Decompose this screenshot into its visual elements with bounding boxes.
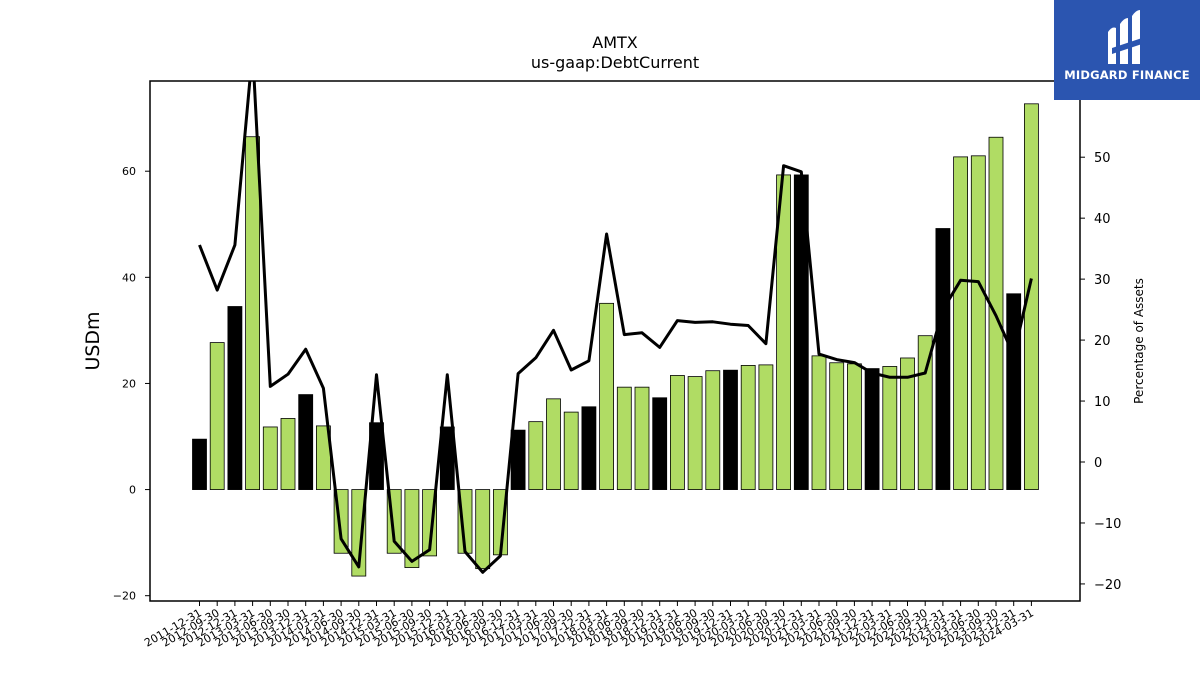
bar-2024-03-31 [1024,103,1039,490]
y2-tick-label: −20 [1094,578,1121,593]
logo-icon [1108,10,1142,64]
bar-2015-06-30 [404,489,420,568]
bar-2019-06-30 [687,376,703,490]
bar-2023-03-31 [953,156,968,490]
bar-group [192,103,1039,577]
y-axis-label: USDm [82,311,104,370]
bar-2021-09-30 [847,363,862,490]
bar-2013-03-31 [245,136,261,490]
bar-2019-12-31 [723,369,738,490]
bar-2019-03-31 [670,375,685,490]
y2-axis-label: Percentage of Assets [1132,278,1146,404]
y-tick-label: 40 [122,271,136,284]
bar-2023-12-31 [1006,293,1022,490]
y2-tick-label: 30 [1094,273,1111,288]
chart-subtitle: us-gaap:DebtCurrent [531,53,699,72]
y2-tick-label: 50 [1094,151,1111,166]
bar-2020-03-31 [740,365,756,490]
y-axis-left: −20 0 20 40 60 [113,165,150,603]
bar-2017-12-31 [581,406,597,490]
bar-2018-03-31 [599,302,614,490]
y2-tick-label: 10 [1094,395,1111,410]
y-tick-label: 60 [122,165,136,178]
line-group [198,81,1033,574]
bar-2022-06-30 [900,357,915,490]
y-tick-label: 0 [129,484,136,497]
y2-tick-label: −10 [1094,517,1121,532]
x-axis: 2011-12-312012-09-302012-12-312013-03-31… [142,601,1036,650]
bar-2012-09-30 [209,342,225,490]
bar-2021-06-30 [829,362,845,490]
bar-2022-12-31 [935,228,951,490]
bar-2021-12-31 [864,368,880,490]
bar-2018-06-30 [616,386,632,490]
bar-2012-12-31 [227,306,243,490]
y2-tick-label: 0 [1094,456,1102,471]
y-tick-label: −20 [113,590,136,603]
y-tick-label: 20 [122,377,136,390]
bar-2018-09-30 [634,386,650,490]
bar-2017-03-31 [528,421,544,490]
y2-tick-label: 40 [1094,212,1111,227]
y-axis-right: −20 −10 0 10 20 30 40 50 [1080,151,1121,593]
bar-2014-09-30 [351,489,367,577]
y2-tick-label: 20 [1094,334,1111,349]
bar-2017-06-30 [546,398,561,490]
bar-2017-09-30 [563,411,579,490]
bar-2013-06-30 [262,426,278,490]
brand-logo: MIDGARD FINANCE [1054,0,1200,100]
bar-2013-09-30 [280,418,296,490]
bar-2011-12-31 [192,438,207,490]
chart-title: AMTX [592,33,638,52]
bar-2016-06-30 [475,489,491,570]
percentage-line [198,81,1033,574]
bar-2018-12-31 [652,397,668,490]
bar-2019-09-30 [705,370,721,490]
bar-2021-03-31 [811,355,827,490]
bar-2020-06-30 [758,364,774,490]
logo-text: MIDGARD FINANCE [1064,68,1190,82]
bar-2023-06-30 [970,155,986,490]
bar-2013-12-31 [298,394,314,490]
plot-frame [149,80,1081,602]
bar-2022-03-31 [882,366,898,490]
